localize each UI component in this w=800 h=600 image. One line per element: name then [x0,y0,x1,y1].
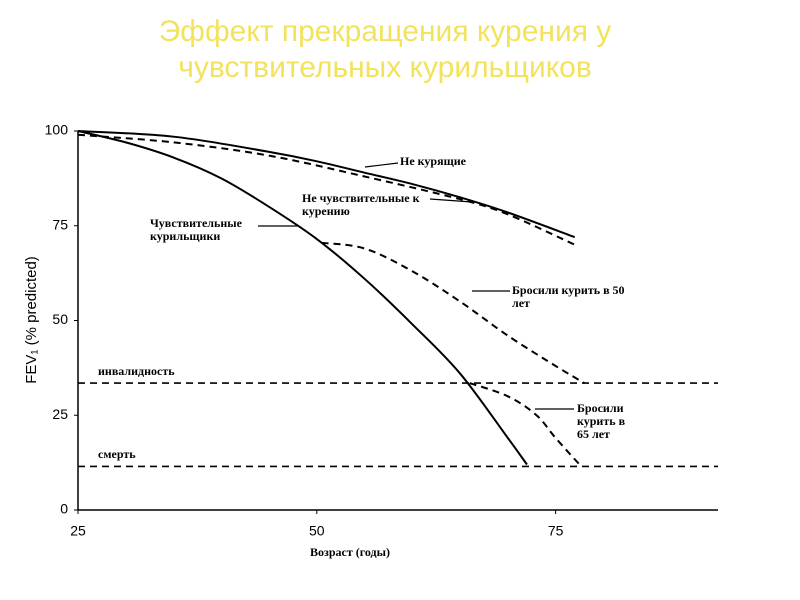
x-tick-label: 25 [70,523,86,539]
y-tick-label: 75 [52,216,68,232]
leader-line [364,162,399,168]
x-tick-label: 75 [548,523,564,539]
reference-label: инвалидность [98,364,175,378]
series-line [77,130,576,239]
y-axis-label: FEV₁ (% predicted) [23,256,40,384]
series-line [77,133,576,246]
leader-line [429,198,473,203]
y-tick-label: 50 [52,311,68,327]
series-line [77,130,528,466]
series-line [469,382,581,466]
series-label: Бросили курить в 65 лет [577,401,626,441]
series-label: Не чувствительные к курению [302,191,420,218]
series-label: Бросили курить в 50 лет [512,283,625,310]
y-tick-label: 25 [52,406,68,422]
x-axis-label: Возраст (годы) [310,545,390,559]
x-tick-label: 50 [309,523,325,539]
y-tick-label: 100 [45,122,69,138]
series-label: Не курящие [400,154,466,168]
chart-title: Эффект прекращения курения у чувствитель… [158,15,612,84]
series-line [321,241,585,384]
y-tick-label: 0 [60,501,68,517]
series-label: Чувствительные курильщики [150,216,242,243]
reference-label: смерть [98,447,136,461]
